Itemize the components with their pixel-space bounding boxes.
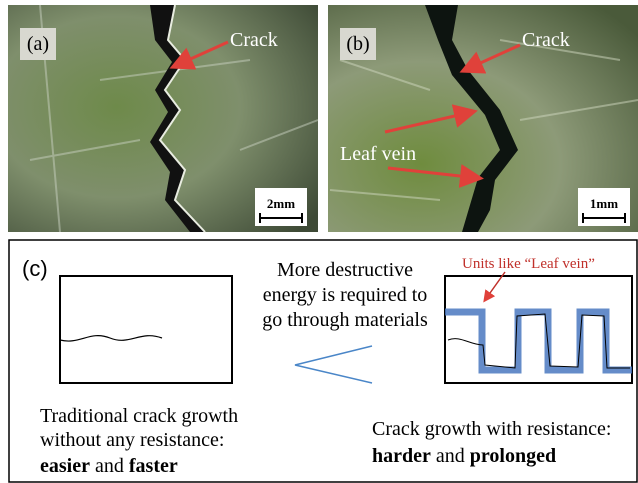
center-text: energy is required to (263, 284, 428, 306)
joiner: and (95, 455, 124, 477)
photo-a: (a) Crack 2mm (8, 5, 318, 232)
vein-label: Leaf vein (340, 143, 416, 165)
left-caption: Traditional crack growth (40, 405, 238, 427)
left-caption: without any resistance: (40, 429, 224, 451)
scale-bar-label: 1mm (590, 196, 618, 211)
joiner: and (436, 445, 465, 467)
diagram-c: (c) More destructive energy is required … (9, 240, 637, 482)
emphasis: harder (372, 445, 431, 467)
emphasis: easier (40, 455, 90, 477)
emphasis: prolonged (470, 445, 556, 467)
panel-label: (b) (346, 33, 369, 55)
crack-label: Crack (230, 29, 278, 51)
figure: (a) Crack 2mm (b) Crack Leaf vein 1mm (c… (0, 0, 638, 483)
crack-label: Crack (522, 29, 570, 51)
emphasis: faster (129, 455, 178, 477)
units-label: Units like “Leaf vein” (462, 256, 595, 272)
right-caption: Crack growth with resistance: (372, 418, 611, 440)
center-text: go through materials (262, 309, 428, 331)
panel-label: (a) (27, 33, 49, 55)
photo-b: (b) Crack Leaf vein 1mm (328, 5, 638, 232)
scale-bar-label: 2mm (267, 196, 295, 211)
center-text: More destructive (277, 259, 413, 281)
panel-label: (c) (22, 256, 48, 281)
